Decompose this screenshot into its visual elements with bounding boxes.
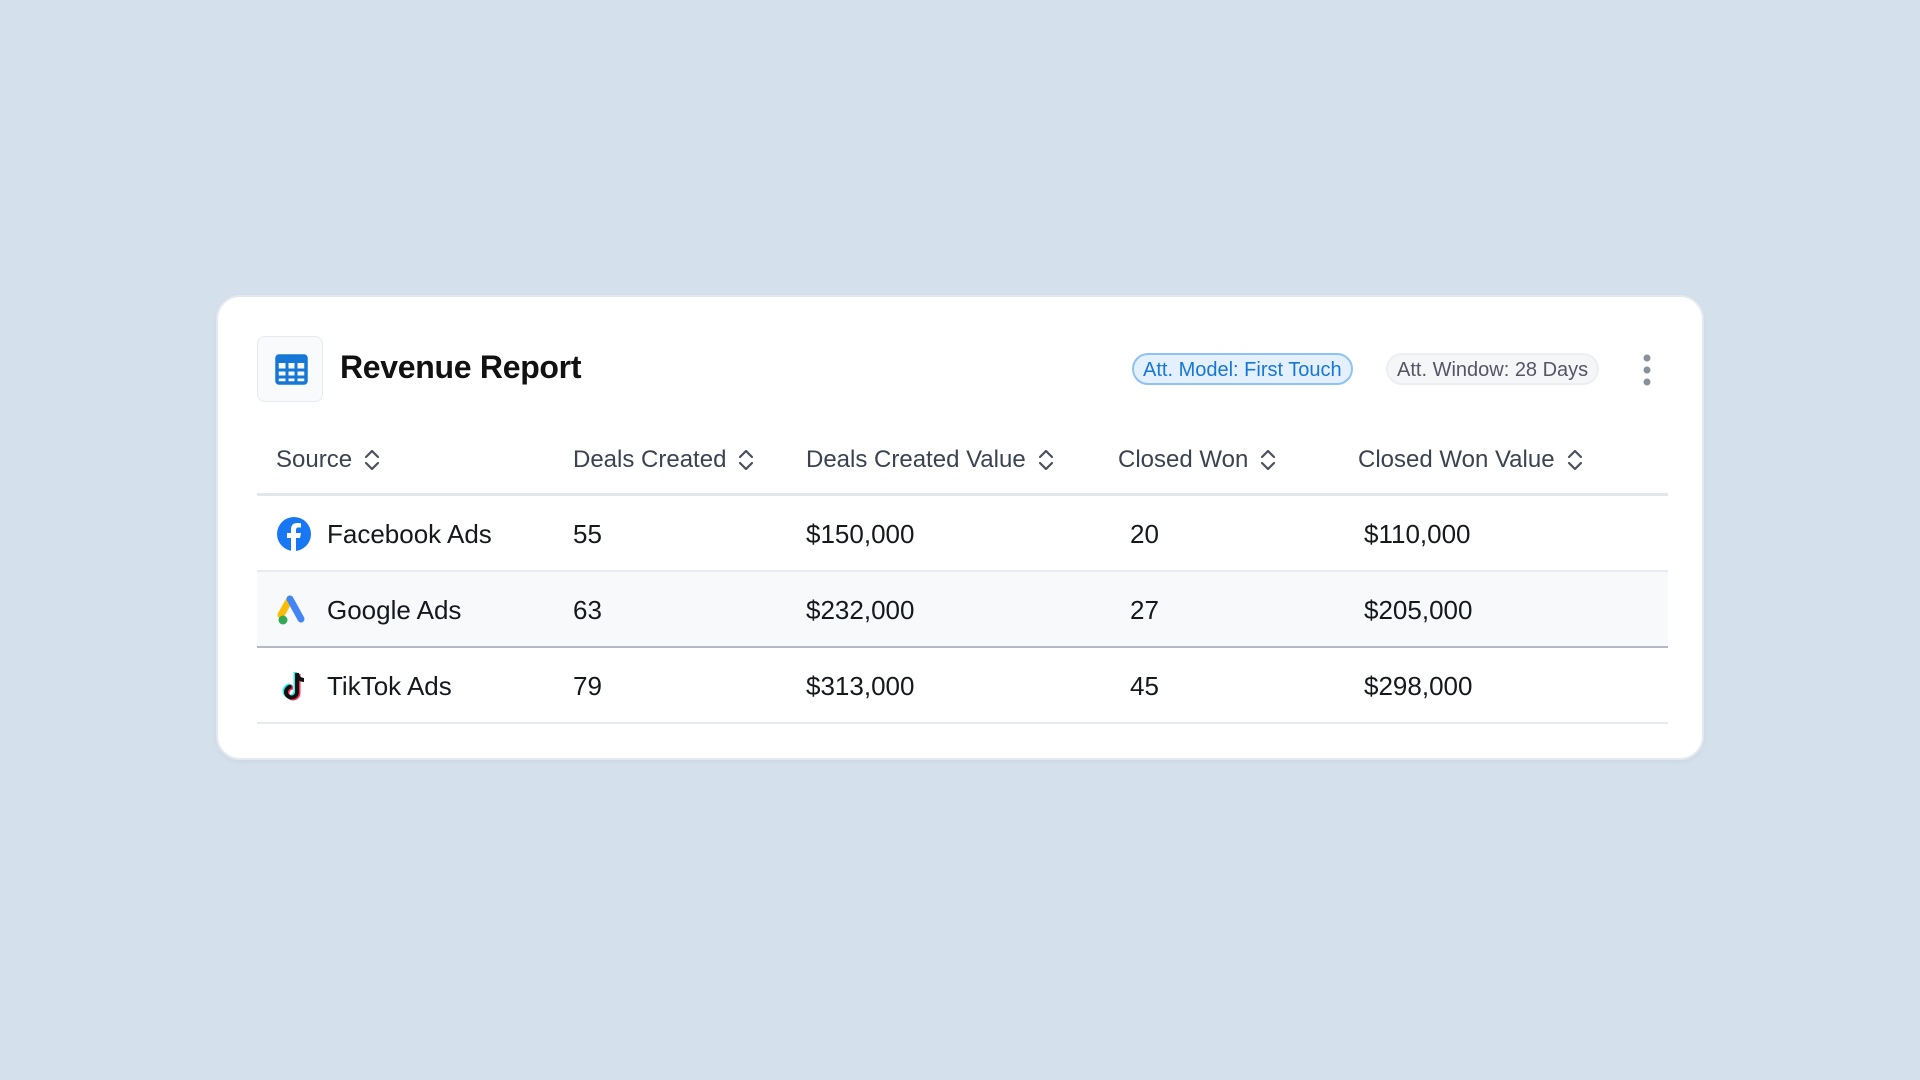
attribution-window-badge[interactable]: Att. Window: 28 Days — [1386, 353, 1600, 385]
table-cell: 55 — [573, 519, 602, 549]
sort-icon[interactable] — [738, 448, 754, 472]
column-header[interactable]: Closed Won Value — [1358, 446, 1583, 474]
table-row[interactable]: Google Ads 63 $232,000 27 $205,000 — [257, 572, 1668, 648]
table-cell: 63 — [573, 595, 602, 625]
report-title: Revenue Report — [340, 349, 582, 385]
table-cell: $313,000 — [806, 671, 915, 701]
more-menu[interactable] — [1642, 353, 1652, 392]
table-cell: 79 — [573, 671, 602, 701]
source-cell: TikTok Ads — [277, 648, 452, 724]
sort-icon[interactable] — [1260, 448, 1276, 472]
table-cell: $232,000 — [806, 595, 915, 625]
column-label: Deals Created — [573, 446, 727, 473]
column-label: Closed Won — [1118, 446, 1249, 473]
attribution-model-badge[interactable]: Att. Model: First Touch — [1132, 353, 1353, 385]
table-cell: $205,000 — [1364, 595, 1473, 625]
table-cell: $298,000 — [1364, 671, 1473, 701]
source-cell: Facebook Ads — [277, 496, 492, 572]
source-name: Google Ads — [327, 595, 462, 625]
column-label: Deals Created Value — [806, 446, 1026, 473]
column-header[interactable]: Closed Won — [1118, 446, 1276, 474]
table-cell: 45 — [1130, 671, 1159, 701]
source-name: TikTok Ads — [327, 671, 452, 701]
sort-icon[interactable] — [1038, 448, 1054, 472]
column-header[interactable]: Deals Created Value — [806, 446, 1054, 474]
source-name: Facebook Ads — [327, 519, 492, 549]
column-header[interactable]: Deals Created — [573, 446, 754, 474]
column-header[interactable]: Source — [276, 446, 380, 474]
source-cell: Google Ads — [277, 572, 461, 648]
google-ads-icon — [277, 595, 305, 625]
table-row[interactable]: Facebook Ads 55 $150,000 20 $110,000 — [257, 496, 1668, 572]
table-cell: 27 — [1130, 595, 1159, 625]
facebook-icon — [277, 517, 311, 551]
column-label: Closed Won Value — [1358, 446, 1555, 473]
sort-icon[interactable] — [364, 448, 380, 472]
table-cell: $150,000 — [806, 519, 915, 549]
tiktok-icon — [282, 672, 305, 701]
table-cell: 20 — [1130, 519, 1159, 549]
table-cell: $110,000 — [1364, 519, 1471, 549]
table-icon — [257, 336, 323, 402]
report-card: Revenue Report Att. Model: First Touch A… — [216, 295, 1704, 760]
sort-icon[interactable] — [1567, 448, 1583, 472]
header-divider — [257, 493, 1668, 496]
table-row[interactable]: TikTok Ads 79 $313,000 45 $298,000 — [257, 648, 1668, 724]
column-label: Source — [276, 446, 353, 473]
